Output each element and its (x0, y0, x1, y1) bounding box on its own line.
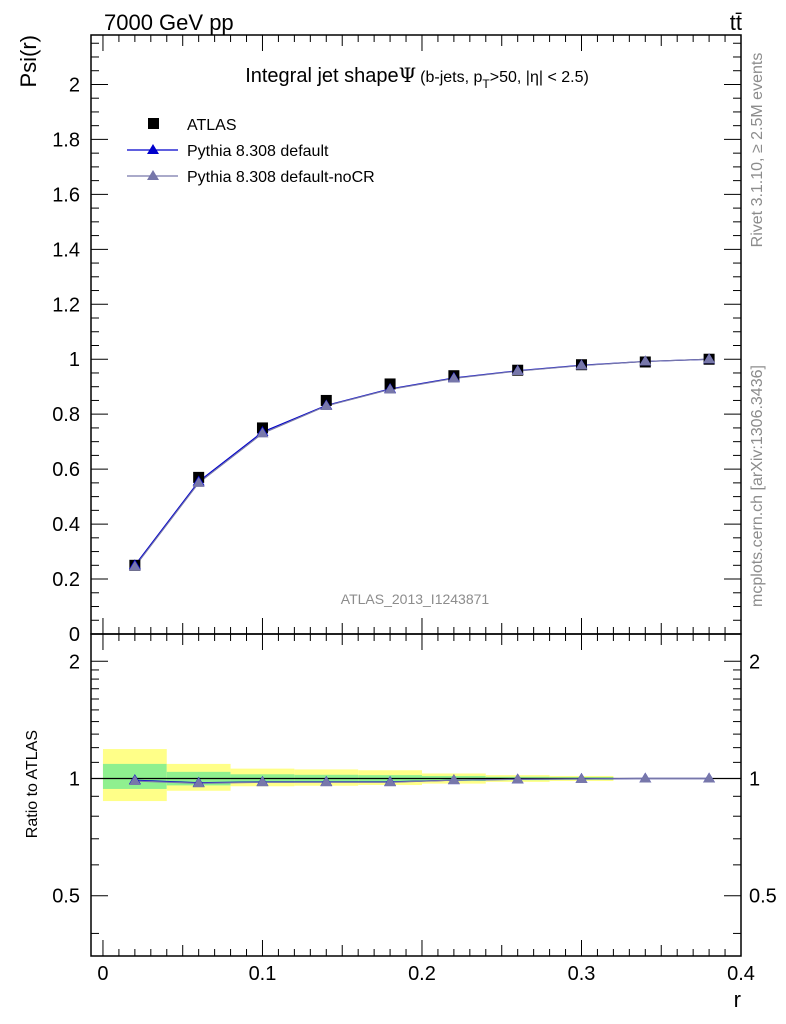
plot-title-condition-pre: (b-jets, p (420, 69, 482, 86)
ratio-nocr-point (511, 773, 524, 784)
x-tick-label: 0.3 (568, 963, 596, 985)
top-y-tick-label: 1.4 (52, 239, 80, 261)
legend-label-nocr: Pythia 8.308 default-noCR (187, 169, 375, 186)
bottom-y-tick-label-right: 2 (749, 651, 760, 673)
plot-title-condition: (b-jets, pT>50, |η| < 2.5) (420, 69, 589, 91)
ratio-nocr-point (575, 772, 588, 783)
top-y-tick-label: 1.2 (52, 294, 80, 316)
rivet-version-label: Rivet 3.1.10, ≥ 2.5M events (749, 53, 766, 248)
legend: ATLAS Pythia 8.308 default Pythia 8.308 … (127, 117, 375, 186)
top-y-axis-label: Psi(r) (16, 35, 41, 88)
analysis-watermark: ATLAS_2013_I1243871 (341, 591, 490, 607)
nocr-point (128, 560, 141, 571)
data-series (128, 353, 716, 788)
nocr-point (384, 383, 397, 394)
bottom-y-tick-label-left: 1 (69, 768, 80, 790)
legend-marker-nocr (147, 170, 159, 180)
plot-title: Integral jet shapeΨ (b-jets, pT>50, |η| <… (245, 63, 589, 91)
ratio-nocr-point (256, 776, 269, 787)
header-energy-label: 7000 GeV pp (104, 10, 234, 35)
top-y-tick-label: 1.8 (52, 129, 80, 151)
legend-marker-atlas (148, 118, 159, 129)
ratio-nocr-point (703, 772, 716, 783)
x-tick-label: 0.2 (408, 963, 436, 985)
ratio-nocr-point (320, 776, 333, 787)
x-tick-label: 0.4 (727, 963, 755, 985)
bottom-plot-frame (90, 633, 742, 957)
legend-marker-default (147, 144, 159, 154)
top-y-tick-label: 0.8 (52, 404, 80, 426)
nocr-point (447, 372, 460, 383)
legend-label-default: Pythia 8.308 default (187, 143, 329, 160)
uncertainty-bands (91, 749, 741, 802)
bottom-y-tick-label-right: 1 (749, 768, 760, 790)
top-y-tick-label: 2 (69, 74, 80, 96)
nocr-point (320, 399, 333, 410)
ratio-nocr-point (384, 776, 397, 787)
bottom-y-tick-label-right: 0.5 (749, 886, 777, 908)
ratio-line-nocr (134, 777, 710, 784)
top-y-tick-label: 0 (69, 624, 80, 646)
x-axis-label: r (734, 987, 741, 1012)
plot-title-main: Integral jet shape (245, 65, 398, 87)
ratio-nocr-point (192, 777, 205, 788)
top-y-tick-label: 1 (69, 349, 80, 371)
bottom-y-tick-label-left: 0.5 (52, 886, 80, 908)
bottom-y-axis-label: Ratio to ATLAS (24, 730, 41, 838)
bottom-y-tick-label-left: 2 (69, 651, 80, 673)
source-label: mcplots.cern.ch [arXiv:1306.3436] (749, 365, 766, 607)
top-y-tick-label: 0.2 (52, 569, 80, 591)
top-line-default (134, 358, 710, 566)
top-line-nocr (134, 358, 710, 568)
tick-labels: 0 0.2 0.4 0.6 0.8 1 1.2 1.4 1.6 1.8 2 0.5 0.5 1 1 2 2 0 0.… (52, 74, 777, 985)
nocr-point (511, 365, 524, 376)
nocr-point (256, 427, 269, 438)
nocr-point (703, 353, 716, 364)
ratio-nocr-point (128, 775, 141, 786)
legend-label-atlas: ATLAS (187, 117, 237, 134)
ratio-nocr-point (447, 774, 460, 785)
top-y-tick-label: 0.6 (52, 459, 80, 481)
header-process-label: tt̄ (730, 10, 742, 35)
plot-title-condition-sub: T (482, 77, 490, 91)
plot-title-condition-post: >50, |η| < 2.5) (490, 69, 589, 86)
nocr-point (575, 359, 588, 370)
top-y-tick-label: 0.4 (52, 514, 80, 536)
ratio-nocr-point (639, 772, 652, 783)
top-y-tick-label: 1.6 (52, 184, 80, 206)
plot-title-symbol: Ψ (399, 63, 417, 87)
nocr-point (639, 355, 652, 366)
nocr-point (192, 476, 205, 487)
x-tick-label: 0.1 (249, 963, 277, 985)
x-tick-label: 0 (97, 963, 108, 985)
